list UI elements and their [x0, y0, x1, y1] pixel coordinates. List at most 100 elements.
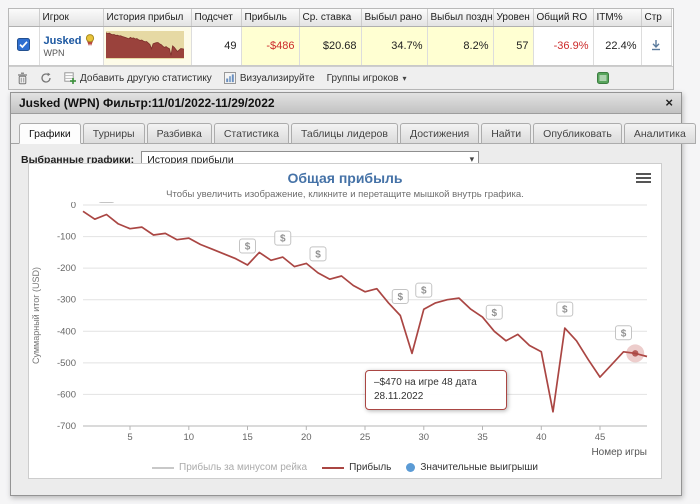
- delete-row-button[interactable]: [17, 72, 28, 85]
- tab-leaderboards[interactable]: Таблицы лидеров: [290, 123, 398, 144]
- player-cell: Jusked WPN: [39, 26, 104, 66]
- column-header-profit[interactable]: Прибыль: [241, 9, 300, 27]
- level-cell: 57: [493, 26, 534, 66]
- svg-text:15: 15: [242, 432, 253, 443]
- tab-bar: Графики Турниры Разбивка Статистика Таблицы …: [11, 114, 696, 144]
- column-header-itm[interactable]: ITM%: [593, 9, 642, 27]
- trash-icon: [18, 72, 27, 84]
- legend-item-label: Значительные выигрыши: [420, 462, 538, 473]
- svg-text:0: 0: [71, 202, 76, 211]
- legend-item-label: Прибыль: [349, 462, 392, 473]
- profit-chart-svg[interactable]: 0 -100 -200 -300 -400 -500 -600 -700 5 10 15 20 25 30…: [29, 187, 661, 454]
- svg-text:-500: -500: [57, 358, 76, 369]
- svg-text:10: 10: [184, 432, 195, 443]
- svg-text:-300: -300: [57, 295, 76, 306]
- row-checkbox-cell: [9, 26, 40, 66]
- profit-history-sparkline[interactable]: [105, 30, 184, 62]
- close-panel-button[interactable]: ×: [665, 95, 673, 110]
- column-header-profit-history[interactable]: История прибыл: [103, 9, 192, 27]
- svg-text:20: 20: [301, 432, 312, 443]
- checkbox-checked-icon[interactable]: [17, 38, 31, 51]
- svg-text:-600: -600: [57, 389, 76, 400]
- export-csv-button[interactable]: [597, 72, 609, 84]
- player-groups-button[interactable]: Группы игроков ▾: [327, 73, 407, 84]
- add-statistic-button[interactable]: Добавить другую статистику: [64, 72, 212, 84]
- refresh-icon: [41, 72, 51, 83]
- count-cell: 49: [191, 26, 242, 66]
- tooltip-line-2: 28.11.2022: [374, 391, 424, 402]
- svg-text:35: 35: [477, 432, 488, 443]
- column-header-finished-early[interactable]: Выбыл рано: [361, 9, 428, 27]
- svg-text:-400: -400: [57, 326, 76, 337]
- select-chevron-icon: ▾: [469, 154, 475, 164]
- x-axis-title: Номер игры: [591, 447, 647, 458]
- download-icon[interactable]: [650, 39, 662, 51]
- svg-text:$: $: [562, 305, 568, 316]
- legend-line-icon: [322, 466, 345, 469]
- svg-text:$: $: [245, 241, 251, 252]
- visualize-label: Визуализируйте: [239, 72, 315, 84]
- svg-text:$: $: [421, 286, 427, 297]
- profit-chart-container: Общая прибыль Чтобы увеличить изображени…: [28, 163, 662, 479]
- tab-tournaments[interactable]: Турниры: [82, 123, 145, 144]
- column-header-level[interactable]: Уровен: [493, 9, 534, 27]
- player-stats-table: Игрок История прибыл Подсчет Прибыль Ср. ста…: [9, 9, 672, 66]
- legend-item-net-profit[interactable]: Прибыль за минусом рейка: [152, 462, 307, 473]
- svg-text:-700: -700: [57, 421, 76, 432]
- svg-text:$: $: [280, 234, 286, 245]
- chart-title: Общая прибыль: [287, 170, 403, 186]
- chart-menu-icon[interactable]: [636, 173, 651, 185]
- itm-cell: 22.4%: [593, 26, 642, 66]
- total-roi-cell: -36.9%: [533, 26, 594, 66]
- player-network-label: WPN: [43, 48, 65, 58]
- profit-history-cell: [103, 26, 192, 66]
- svg-text:$: $: [397, 292, 403, 303]
- profit-cell: -$486: [241, 26, 300, 66]
- visualize-button[interactable]: Визуализируйте: [223, 72, 315, 84]
- column-header-page[interactable]: Стр: [641, 9, 672, 27]
- svg-text:-200: -200: [57, 263, 76, 274]
- panel-title: Jusked (WPN) Фильтр:11/01/2022-11/29/202…: [19, 96, 275, 110]
- panel-header: Jusked (WPN) Фильтр:11/01/2022-11/29/202…: [11, 93, 681, 114]
- svg-text:5: 5: [127, 432, 132, 443]
- bar-chart-icon: [223, 72, 236, 84]
- chart-legend: Прибыль за минусом рейка Прибыль Значитель…: [29, 462, 661, 473]
- svg-text:$: $: [491, 308, 497, 319]
- refresh-button[interactable]: [40, 72, 52, 84]
- medal-icon: [86, 34, 95, 46]
- select-all-header: [9, 9, 40, 27]
- column-header-total-roi[interactable]: Общий RO: [533, 9, 594, 27]
- svg-text:Суммарный итог (USD): Суммарный итог (USD): [31, 267, 41, 364]
- tab-analytics[interactable]: Аналитика: [623, 123, 696, 144]
- player-groups-label: Группы игроков: [326, 72, 399, 84]
- tooltip-line-1: –$470 на игре 48 дата: [374, 377, 477, 388]
- tab-achievements[interactable]: Достижения: [399, 123, 480, 144]
- svg-text:$: $: [315, 249, 321, 260]
- player-detail-panel: Jusked (WPN) Фильтр:11/01/2022-11/29/202…: [10, 92, 696, 496]
- finished-late-cell: 8.2%: [427, 26, 494, 66]
- svg-text:$: $: [621, 328, 627, 339]
- tab-statistics[interactable]: Статистика: [213, 123, 289, 144]
- legend-item-profit[interactable]: Прибыль: [322, 462, 391, 473]
- finished-early-cell: 34.7%: [361, 26, 428, 66]
- player-name-link[interactable]: Jusked: [43, 34, 82, 47]
- legend-item-significant-wins[interactable]: Значительные выигрыши: [406, 462, 538, 473]
- column-header-finished-late[interactable]: Выбыл поздн: [427, 9, 494, 27]
- tab-publish[interactable]: Опубликовать: [533, 123, 622, 144]
- chevron-down-icon: ▾: [402, 73, 407, 83]
- stats-toolbar: Добавить другую статистику Визуализируйт…: [9, 66, 673, 89]
- column-header-count[interactable]: Подсчет: [191, 9, 242, 27]
- svg-text:30: 30: [419, 432, 430, 443]
- table-row: Jusked WPN 49 -$486 $20.68 34.7% 8.2%: [9, 26, 672, 66]
- tab-charts[interactable]: Графики: [19, 123, 81, 144]
- tab-find[interactable]: Найти: [481, 123, 532, 144]
- tab-breakdown[interactable]: Разбивка: [146, 123, 212, 144]
- column-header-avg-stake[interactable]: Ср. ставка: [299, 9, 362, 27]
- column-header-player[interactable]: Игрок: [39, 9, 104, 27]
- profit-chart-plot: 0 -100 -200 -300 -400 -500 -600 -700 5 10 15 20 25 30…: [29, 187, 661, 459]
- player-stats-widget: Игрок История прибыл Подсчет Прибыль Ср. ста…: [8, 8, 674, 90]
- avg-stake-cell: $20.68: [299, 26, 362, 66]
- spreadsheet-export-icon: [597, 72, 609, 84]
- svg-text:40: 40: [536, 432, 547, 443]
- legend-item-label: Прибыль за минусом рейка: [179, 462, 308, 473]
